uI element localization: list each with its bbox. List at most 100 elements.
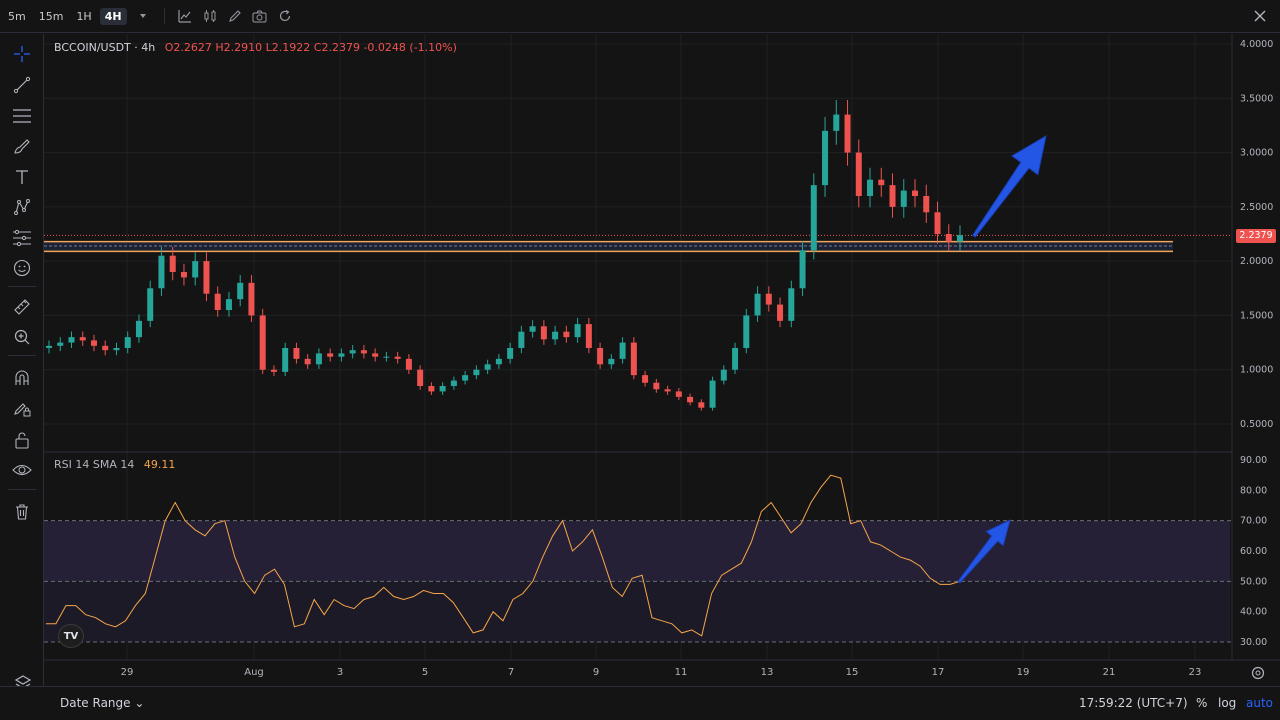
symbol-name[interactable]: BCCOIN/USDT (54, 41, 131, 54)
candle-body (169, 255, 176, 272)
percent-scale-toggle[interactable]: % (1196, 696, 1208, 710)
candle-body (214, 293, 221, 310)
price-tick-label: 2.5000 (1240, 202, 1273, 213)
price-chart[interactable]: 4.0000 3.5000 3.0000 2.5000 2.0000 1.5000 1.00… (44, 34, 1280, 686)
candle-body (428, 386, 435, 392)
candle-body (315, 353, 322, 365)
price-tick-label: 2.0000 (1240, 256, 1273, 267)
time-tick-label: 29 (121, 667, 134, 678)
candle-body (529, 326, 536, 332)
chevron-down-icon[interactable] (134, 7, 152, 25)
rsi-axis[interactable]: 90.00 80.00 70.00 60.00 50.00 40.00 30.00 (1240, 455, 1267, 648)
chart-type-line-icon[interactable] (176, 7, 194, 25)
candle-body (102, 345, 109, 351)
text-tool-icon[interactable] (11, 166, 33, 188)
candle-body (394, 356, 401, 359)
candle-body (574, 324, 581, 338)
candle-body (653, 382, 660, 390)
candle-body (900, 190, 907, 207)
candle-body (889, 185, 896, 207)
settings-icon[interactable] (1250, 665, 1266, 681)
toolbar-divider (8, 489, 36, 490)
candle-body (90, 340, 97, 346)
candle-body (799, 250, 806, 289)
tradingview-logo[interactable]: TV (58, 624, 84, 648)
candle-body (619, 342, 626, 359)
candle-body (338, 353, 345, 357)
rsi-band-lines (44, 520, 1232, 643)
time-axis[interactable]: 29 Aug 3 5 7 9 11 13 15 17 19 21 23 (121, 667, 1202, 678)
price-tick-label: 1.5000 (1240, 310, 1273, 321)
time-tick-label: 23 (1189, 667, 1202, 678)
log-scale-toggle[interactable]: log (1218, 696, 1237, 710)
candle-body (270, 369, 277, 372)
annotation-arrows (957, 134, 1047, 584)
rsi-tick-label: 90.00 (1240, 455, 1267, 466)
brush-icon[interactable] (11, 135, 33, 157)
refresh-icon[interactable] (276, 7, 294, 25)
lock-drawing-icon[interactable] (11, 398, 33, 420)
rsi-tick-label: 50.00 (1240, 576, 1267, 587)
support-zone (44, 234, 1232, 253)
candle-body (372, 353, 379, 357)
candles-icon[interactable] (201, 7, 219, 25)
chevron-down-icon: ⌄ (134, 696, 145, 710)
candle-body (158, 255, 165, 289)
rsi-tick-label: 40.00 (1240, 607, 1267, 618)
candle-body (945, 234, 952, 242)
timeframe-1h[interactable]: 1H (76, 9, 92, 23)
arrow-up-icon (972, 134, 1047, 238)
timeframe-5m[interactable]: 5m (8, 9, 26, 23)
candle-body (732, 348, 739, 370)
zoom-in-icon[interactable] (11, 326, 33, 348)
rsi-label[interactable]: RSI 14 SMA 14 (54, 458, 135, 471)
bottom-bar: Date Range ⌄ 17:59:22 (UTC+7) % log auto (0, 686, 1280, 720)
candle-body (867, 179, 874, 196)
date-range-button[interactable]: Date Range ⌄ (60, 696, 144, 710)
top-toolbar: 5m 15m 1H 4H (0, 0, 1280, 33)
candle-body (113, 348, 120, 351)
candle-body (687, 396, 694, 403)
candle-body (788, 288, 795, 321)
price-tick-label: 3.0000 (1240, 148, 1273, 159)
candle-body (473, 369, 480, 376)
close-icon[interactable] (1252, 8, 1268, 24)
timeframe-15m[interactable]: 15m (38, 9, 64, 23)
timeframe-4h[interactable]: 4H (99, 7, 127, 25)
candle-body (810, 185, 817, 251)
clock[interactable]: 17:59:22 (UTC+7) (1079, 696, 1188, 710)
price-axis[interactable]: 4.0000 3.5000 3.0000 2.5000 2.0000 1.5000 1.00… (1240, 39, 1273, 430)
crosshair-icon[interactable] (11, 43, 33, 65)
rsi-value: 49.11 (143, 458, 176, 471)
candle-body (450, 380, 457, 386)
candle-body (720, 369, 727, 381)
candle-body (57, 342, 64, 346)
candle-body (822, 130, 829, 186)
pencil-icon[interactable] (226, 7, 244, 25)
candle-body (754, 293, 761, 316)
pattern-icon[interactable] (11, 196, 33, 218)
trend-line-icon[interactable] (11, 74, 33, 96)
lock-icon[interactable] (11, 429, 33, 451)
ruler-icon[interactable] (11, 296, 33, 318)
toolbar-divider (163, 8, 165, 24)
toolbar-divider (8, 286, 36, 287)
legend-separator: · (134, 41, 138, 54)
magnet-icon[interactable] (11, 367, 33, 389)
horizontal-lines-icon[interactable] (11, 105, 33, 127)
candle-body (675, 391, 682, 397)
price-tick-label: 4.0000 (1240, 39, 1273, 50)
candle-body (383, 356, 390, 358)
toolbar-divider (8, 355, 36, 356)
emoji-icon[interactable] (11, 257, 33, 279)
candle-body (147, 288, 154, 321)
candle-body (259, 315, 266, 370)
trash-icon[interactable] (11, 501, 33, 523)
candle-body (484, 364, 491, 370)
camera-icon[interactable] (251, 7, 269, 25)
auto-scale-toggle[interactable]: auto (1246, 696, 1274, 710)
eye-icon[interactable] (11, 459, 33, 481)
projection-icon[interactable] (11, 227, 33, 249)
date-range-label: Date Range (60, 696, 131, 710)
